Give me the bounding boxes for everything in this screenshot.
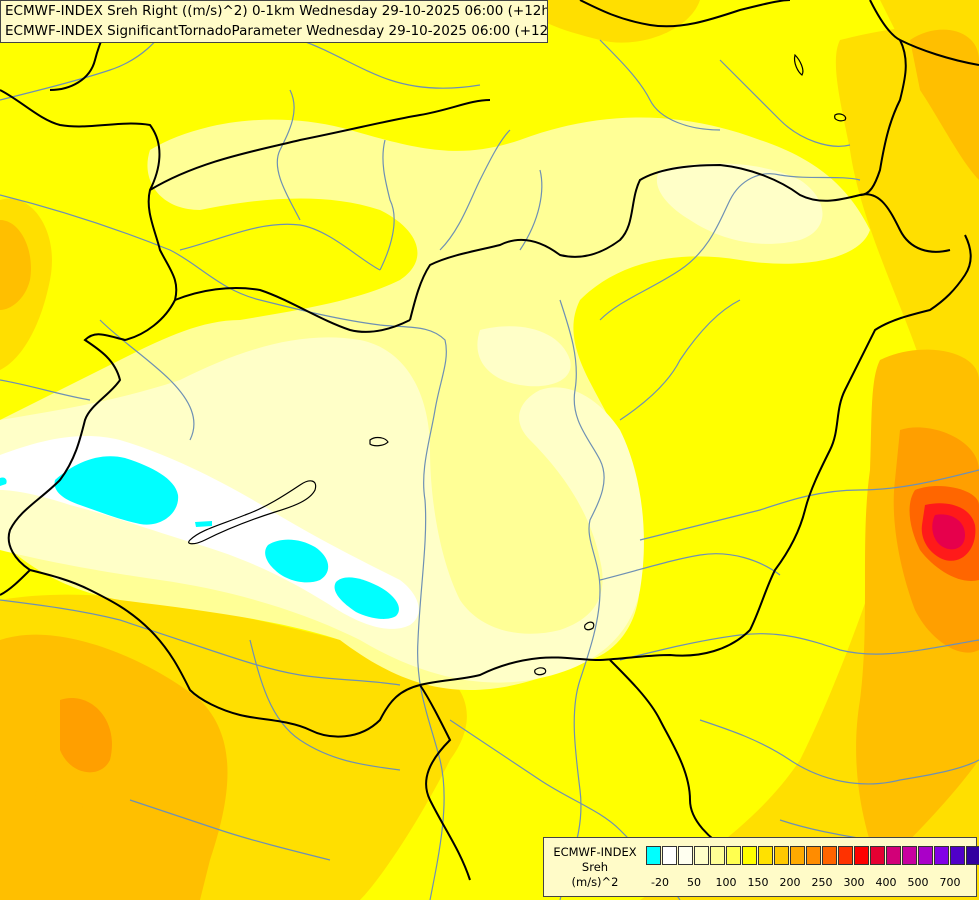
legend-tick-label: -20	[651, 876, 669, 889]
legend-swatch	[870, 846, 885, 865]
legend-swatch	[966, 846, 979, 865]
shading-magenta	[932, 514, 965, 550]
title-line-1: ECMWF-INDEX Sreh Right ((m/s)^2) 0-1km W…	[5, 3, 548, 19]
legend-swatch	[806, 846, 821, 865]
legend-swatch	[694, 846, 709, 865]
rivers	[0, 19, 979, 900]
legend-swatches	[646, 846, 979, 865]
legend-swatch	[742, 846, 757, 865]
legend-label-line-2: Sreh	[581, 860, 609, 874]
legend-swatch	[646, 846, 661, 865]
color-legend: ECMWF-INDEX Sreh (m/s)^2 -20 50 100 150 200 2…	[543, 837, 979, 897]
national-borders	[0, 0, 979, 881]
legend-swatch	[678, 846, 693, 865]
legend-label: ECMWF-INDEX Sreh (m/s)^2	[548, 845, 642, 890]
legend-swatch	[758, 846, 773, 865]
legend-swatch	[774, 846, 789, 865]
legend-tick-label: 100	[715, 876, 737, 889]
legend-label-line-3: (m/s)^2	[571, 875, 619, 889]
title-line-2: ECMWF-INDEX SignificantTornadoParameter …	[5, 23, 548, 39]
shading-cyan	[0, 456, 399, 619]
legend-swatch	[950, 846, 965, 865]
legend-swatch	[886, 846, 901, 865]
legend-tick-label: 700	[939, 876, 961, 889]
legend-swatch	[902, 846, 917, 865]
legend-swatch	[822, 846, 837, 865]
legend-swatch	[934, 846, 949, 865]
legend-tick-label: 300	[843, 876, 865, 889]
legend-swatch	[710, 846, 725, 865]
legend-tick-label: 500	[907, 876, 929, 889]
map-title: ECMWF-INDEX Sreh Right ((m/s)^2) 0-1km W…	[0, 0, 548, 43]
legend-tick-label: 250	[811, 876, 833, 889]
legend-tick-label: 50	[687, 876, 701, 889]
lake-balaton-outline	[188, 480, 317, 545]
legend-label-line-1: ECMWF-INDEX	[553, 845, 637, 859]
legend-swatch	[918, 846, 933, 865]
legend-swatch	[838, 846, 853, 865]
legend-ticks: -20 50 100 150 200 250 300 400 500 700	[646, 876, 976, 890]
legend-tick-label: 150	[747, 876, 769, 889]
legend-swatch	[726, 846, 741, 865]
legend-swatch	[662, 846, 677, 865]
legend-tick-label: 400	[875, 876, 897, 889]
legend-tick-label: 200	[779, 876, 801, 889]
lakes	[188, 53, 847, 676]
legend-swatch	[790, 846, 805, 865]
legend-swatch	[854, 846, 869, 865]
